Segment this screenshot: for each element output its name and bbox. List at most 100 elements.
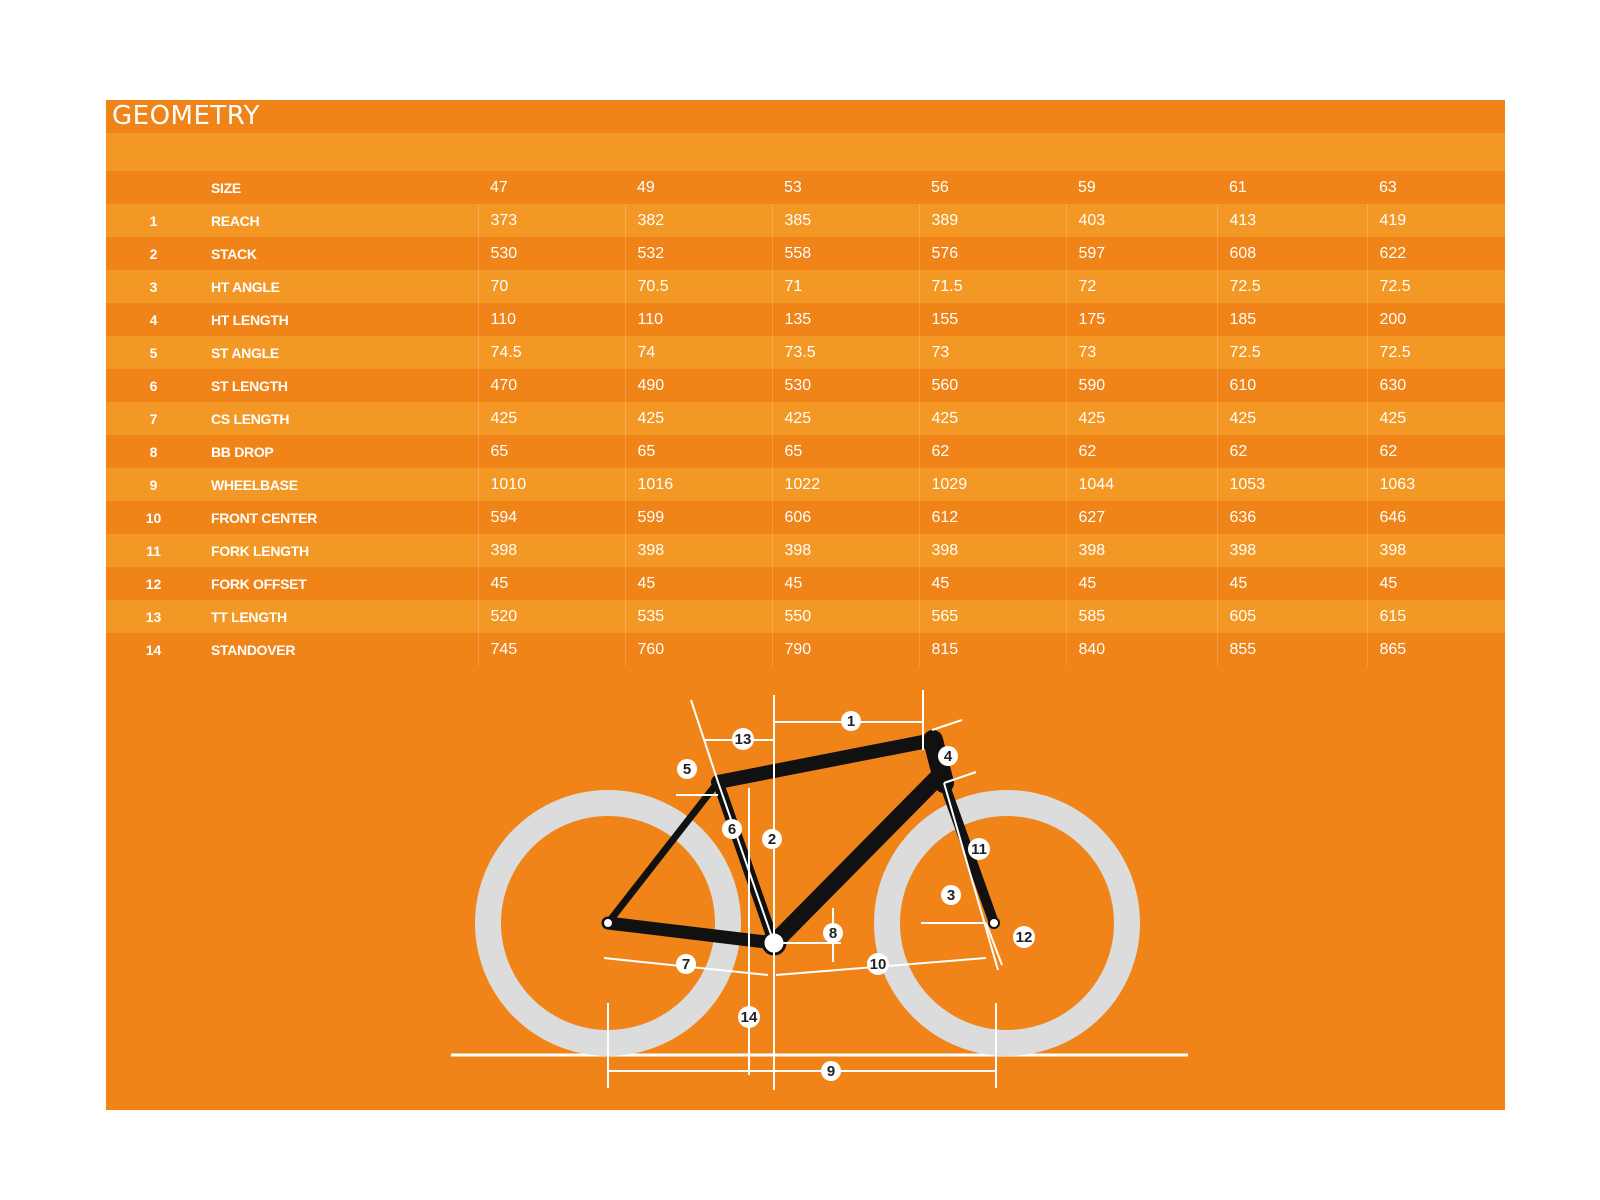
table-cell: 599 bbox=[624, 501, 772, 534]
row-number: 10 bbox=[106, 501, 201, 534]
table-cell: 760 bbox=[624, 633, 772, 666]
table-cell: 1016 bbox=[624, 468, 772, 501]
table-cell: 790 bbox=[771, 633, 919, 666]
table-cell: 425 bbox=[477, 402, 625, 435]
svg-text:6: 6 bbox=[728, 821, 736, 838]
table-cell: 1029 bbox=[918, 468, 1066, 501]
table-cell: 585 bbox=[1065, 600, 1217, 633]
row-number: 3 bbox=[106, 270, 201, 303]
table-row: 11 FORK LENGTH 398 398 398 398 398 398 398 bbox=[106, 534, 1505, 567]
svg-text:1: 1 bbox=[847, 713, 855, 730]
row-label: HT ANGLE bbox=[201, 270, 478, 303]
front-wheel bbox=[874, 790, 1140, 1056]
table-cell: 398 bbox=[771, 534, 919, 567]
table-row: 6 ST LENGTH 470 490 530 560 590 610 630 bbox=[106, 369, 1505, 402]
table-cell: 612 bbox=[918, 501, 1066, 534]
table-cell: 398 bbox=[477, 534, 625, 567]
table-cell: 71 bbox=[771, 270, 919, 303]
table-cell: 636 bbox=[1216, 501, 1367, 534]
row-label: FRONT CENTER bbox=[201, 501, 478, 534]
callout-7: 7 bbox=[676, 954, 696, 974]
table-cell: 560 bbox=[918, 369, 1066, 402]
geometry-panel: GEOMETRY SIZE 47 49 53 56 59 61 63 1 REACH 373 382 3… bbox=[106, 100, 1505, 1110]
table-cell: 425 bbox=[624, 402, 772, 435]
table-cell: 627 bbox=[1065, 501, 1217, 534]
table-cell: 530 bbox=[477, 237, 625, 270]
table-cell: 62 bbox=[1065, 435, 1217, 468]
table-cell: 72.5 bbox=[1366, 270, 1505, 303]
svg-text:5: 5 bbox=[683, 761, 691, 778]
svg-text:4: 4 bbox=[944, 748, 953, 765]
table-cell: 622 bbox=[1366, 237, 1505, 270]
table-cell: 398 bbox=[1366, 534, 1505, 567]
table-cell: 605 bbox=[1216, 600, 1367, 633]
row-label: FORK OFFSET bbox=[201, 567, 478, 600]
row-number: 9 bbox=[106, 468, 201, 501]
row-number: 7 bbox=[106, 402, 201, 435]
table-row: 12 FORK OFFSET 45 45 45 45 45 45 45 bbox=[106, 567, 1505, 600]
svg-text:9: 9 bbox=[827, 1063, 835, 1080]
size-header-cell: 61 bbox=[1217, 171, 1367, 204]
table-cell: 74 bbox=[624, 336, 772, 369]
table-cell: 413 bbox=[1216, 204, 1367, 237]
table-cell: 45 bbox=[1366, 567, 1505, 600]
table-cell: 110 bbox=[477, 303, 625, 336]
row-label: BB DROP bbox=[201, 435, 478, 468]
table-cell: 72 bbox=[1065, 270, 1217, 303]
table-cell: 425 bbox=[1366, 402, 1505, 435]
row-number: 13 bbox=[106, 600, 201, 633]
callout-14: 14 bbox=[738, 1006, 760, 1028]
size-header-cell: 49 bbox=[625, 171, 772, 204]
table-row: 3 HT ANGLE 70 70.5 71 71.5 72 72.5 72.5 bbox=[106, 270, 1505, 303]
table-cell: 45 bbox=[1216, 567, 1367, 600]
size-header-cell: 47 bbox=[478, 171, 625, 204]
table-cell: 630 bbox=[1366, 369, 1505, 402]
svg-text:13: 13 bbox=[735, 731, 752, 748]
table-cell: 606 bbox=[771, 501, 919, 534]
table-cell: 70.5 bbox=[624, 270, 772, 303]
table-cell: 73 bbox=[918, 336, 1066, 369]
callout-3: 3 bbox=[941, 885, 961, 905]
table-cell: 576 bbox=[918, 237, 1066, 270]
callout-9: 9 bbox=[821, 1061, 841, 1081]
svg-text:7: 7 bbox=[682, 956, 690, 973]
header-band bbox=[106, 133, 1505, 171]
table-cell: 530 bbox=[771, 369, 919, 402]
table-cell: 72.5 bbox=[1216, 270, 1367, 303]
callout-2: 2 bbox=[762, 829, 782, 849]
size-header-cell: 63 bbox=[1367, 171, 1505, 204]
table-cell: 110 bbox=[624, 303, 772, 336]
table-cell: 470 bbox=[477, 369, 625, 402]
table-cell: 73 bbox=[1065, 336, 1217, 369]
row-label: FORK LENGTH bbox=[201, 534, 478, 567]
row-number: 12 bbox=[106, 567, 201, 600]
table-cell: 155 bbox=[918, 303, 1066, 336]
table-cell: 65 bbox=[624, 435, 772, 468]
table-cell: 373 bbox=[477, 204, 625, 237]
row-number: 6 bbox=[106, 369, 201, 402]
table-cell: 74.5 bbox=[477, 336, 625, 369]
table-cell: 425 bbox=[918, 402, 1066, 435]
table-cell: 45 bbox=[771, 567, 919, 600]
table-cell: 72.5 bbox=[1216, 336, 1367, 369]
row-number: 11 bbox=[106, 534, 201, 567]
table-cell: 490 bbox=[624, 369, 772, 402]
table-cell: 535 bbox=[624, 600, 772, 633]
table-cell: 62 bbox=[1366, 435, 1505, 468]
page-title: GEOMETRY bbox=[112, 101, 261, 131]
geometry-table: SIZE 47 49 53 56 59 61 63 1 REACH 373 382 385 389 403 4… bbox=[106, 171, 1505, 666]
row-label: ST ANGLE bbox=[201, 336, 478, 369]
table-cell: 62 bbox=[1216, 435, 1367, 468]
svg-text:3: 3 bbox=[947, 887, 955, 904]
row-label: STANDOVER bbox=[201, 633, 478, 666]
callout-6: 6 bbox=[722, 819, 742, 839]
table-cell: 45 bbox=[477, 567, 625, 600]
table-row: 10 FRONT CENTER 594 599 606 612 627 636 646 bbox=[106, 501, 1505, 534]
svg-text:2: 2 bbox=[768, 831, 776, 848]
table-cell: 398 bbox=[918, 534, 1066, 567]
size-label: SIZE bbox=[201, 171, 478, 204]
table-cell: 398 bbox=[1065, 534, 1217, 567]
table-row: 9 WHEELBASE 1010 1016 1022 1029 1044 1053 1063 bbox=[106, 468, 1505, 501]
table-cell: 1044 bbox=[1065, 468, 1217, 501]
callout-1: 1 bbox=[841, 711, 861, 731]
